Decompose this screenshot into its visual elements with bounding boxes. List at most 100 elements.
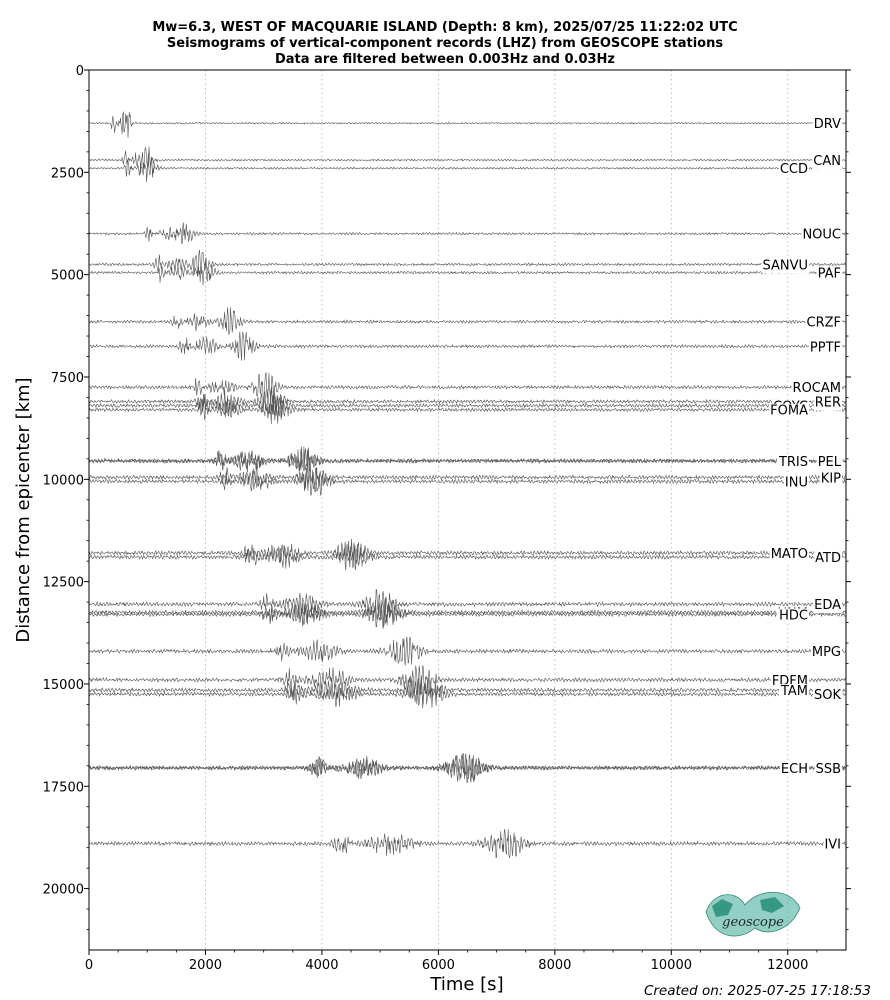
trace-drv — [88, 111, 847, 138]
axes: 0 2000 4000 6000 8000 10000 12000 0 2500 5000 7500… — [43, 64, 851, 973]
y-tick-label: 12500 — [43, 576, 84, 591]
y-tick-label: 10000 — [43, 473, 84, 488]
station-label-ccd: CCD — [780, 162, 808, 177]
trace-ssb — [88, 753, 847, 783]
trace-rocam — [88, 371, 847, 402]
station-label-background — [761, 258, 809, 274]
logo-text: geoscope — [722, 915, 784, 930]
station-label-background — [814, 551, 842, 567]
y-tick-label: 15000 — [43, 678, 84, 693]
station-label-background — [769, 546, 809, 562]
station-label-inu: INU — [785, 475, 808, 490]
y-tick-label: 20000 — [43, 883, 84, 898]
x-tick-label: 4000 — [305, 958, 338, 973]
station-label-background — [778, 608, 809, 624]
station-label-background — [823, 837, 842, 853]
seismogram-traces — [88, 111, 847, 859]
y-tick-label: 17500 — [43, 780, 84, 795]
station-label-pel: PEL — [818, 455, 842, 470]
x-tick-label: 2000 — [189, 958, 222, 973]
trace-ivi — [88, 829, 847, 859]
station-label-hdc: HDC — [779, 608, 808, 623]
station-label-background — [778, 162, 809, 178]
station-label-kip: KIP — [821, 471, 841, 486]
x-tick-label: 0 — [85, 958, 93, 973]
station-label-can: CAN — [813, 154, 841, 169]
station-label-rocam: ROCAM — [793, 381, 841, 396]
trace-mato — [88, 538, 847, 569]
station-label-background — [769, 403, 810, 419]
trace-sanvu — [88, 249, 847, 277]
station-label-ech: ECH — [781, 762, 808, 777]
trace-nouc — [89, 222, 847, 244]
station-label-background — [810, 645, 842, 661]
station-label-mpg: MPG — [812, 645, 841, 660]
station-label-sok: SOK — [814, 688, 841, 703]
station-label-background — [805, 315, 842, 331]
grid-lines — [205, 70, 789, 950]
station-label-crzf: CRZF — [807, 316, 842, 331]
trace-rer — [88, 387, 847, 416]
trace-paf — [88, 261, 847, 286]
trace-tris — [88, 446, 847, 473]
station-label-rer: RER — [815, 396, 841, 411]
trace-fdfm — [88, 665, 847, 695]
trace-can — [88, 146, 847, 174]
x-tick-label: 8000 — [538, 958, 571, 973]
station-label-tris: TRIS — [778, 455, 808, 470]
station-label-ivi: IVI — [824, 838, 841, 853]
station-label-drv: DRV — [814, 117, 841, 132]
station-label-atd: ATD — [815, 551, 841, 566]
station-label-background — [813, 598, 843, 614]
chart-title-line-2: Seismograms of vertical-component record… — [167, 36, 723, 51]
station-label-background — [813, 395, 842, 411]
station-label-background — [816, 454, 843, 470]
x-axis-label: Time [s] — [429, 974, 503, 995]
chart-title-line-3: Data are filtered between 0.003Hz and 0.… — [275, 52, 615, 67]
trace-kip — [88, 462, 847, 493]
station-label-paf: PAF — [818, 267, 841, 282]
station-label-background — [776, 454, 809, 470]
trace-pptf — [88, 331, 847, 361]
station-label-nouc: NOUC — [802, 228, 841, 243]
station-label-background — [814, 761, 842, 777]
x-tick-label: 12000 — [767, 958, 808, 973]
station-labels: DRVCANCCDNOUCSANVUPAFCRZFPPTFROCAMRERCOY… — [761, 117, 843, 853]
station-label-background — [819, 471, 843, 487]
y-tick-label: 7500 — [51, 371, 84, 386]
created-timestamp: Created on: 2025-07-25 17:18:53 — [644, 983, 871, 999]
station-label-pptf: PPTF — [810, 340, 841, 355]
station-label-background — [812, 688, 843, 704]
geoscope-logo: geoscope — [705, 891, 801, 937]
y-tick-label: 5000 — [51, 269, 84, 284]
x-tick-label: 10000 — [651, 958, 692, 973]
trace-inu — [88, 466, 847, 496]
station-label-eda: EDA — [814, 598, 841, 613]
trace-mpg — [88, 636, 847, 666]
trace-crzf — [88, 307, 847, 335]
station-label-mato: MATO — [771, 547, 808, 562]
station-label-background — [812, 154, 842, 170]
station-label-background — [791, 381, 842, 397]
y-tick-label: 0 — [76, 64, 84, 79]
station-label-background — [801, 227, 842, 243]
y-axis-label: Distance from epicenter [km] — [13, 377, 34, 642]
x-tick-label: 6000 — [422, 958, 455, 973]
trace-eda — [88, 589, 847, 617]
trace-pel — [88, 446, 847, 472]
trace-sok — [88, 679, 847, 709]
station-label-sanvu: SANVU — [762, 258, 808, 273]
y-tick-label: 2500 — [51, 166, 84, 181]
station-label-background — [816, 266, 842, 282]
station-label-foma: FOMA — [770, 404, 808, 419]
plot-frame — [88, 69, 847, 951]
globe-land-icon — [712, 897, 784, 917]
trace-hdc — [88, 603, 847, 629]
trace-tam — [88, 675, 847, 705]
trace-atd — [88, 542, 847, 571]
station-label-ssb: SSB — [816, 762, 841, 777]
station-label-background — [779, 761, 809, 777]
station-label-background — [812, 117, 843, 133]
station-label-background — [783, 475, 809, 491]
